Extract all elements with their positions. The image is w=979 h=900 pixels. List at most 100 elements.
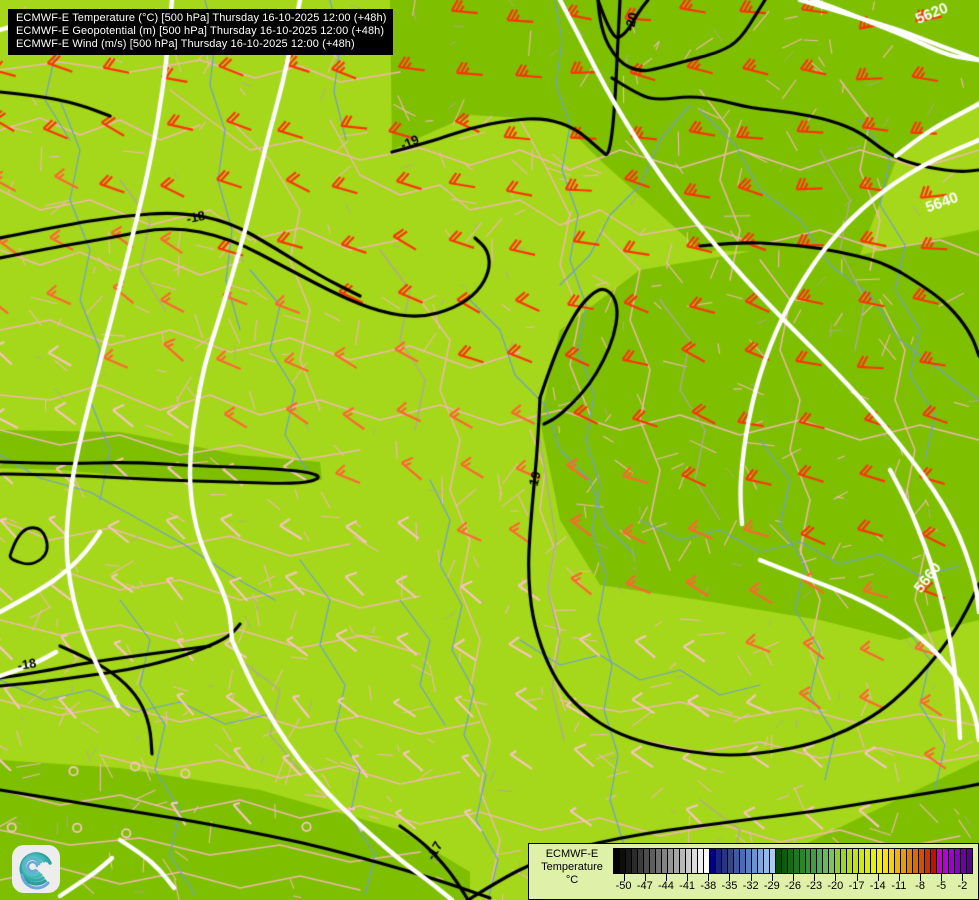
colorbar-swatch <box>781 849 788 873</box>
cyclone-spiral-logo[interactable] <box>10 843 62 895</box>
colorbar-tick-label: -35 <box>721 880 738 892</box>
colorbar-swatch <box>691 849 698 873</box>
colorbar-tick-label: -8 <box>915 880 925 892</box>
colorbar-swatch <box>937 849 944 873</box>
map-title-box: ECMWF-E Temperature (°C) [500 hPa] Thurs… <box>8 9 393 55</box>
colorbar-tick-label: -32 <box>742 880 759 892</box>
colorbar-swatch <box>709 849 716 873</box>
colorbar-swatch <box>721 849 728 873</box>
legend-title: ECMWF-E Temperature °C <box>533 848 611 887</box>
colorbar-tick <box>877 874 879 881</box>
colorbar-tick <box>750 874 752 881</box>
colorbar-swatch <box>889 849 896 873</box>
colorbar-swatch <box>769 849 776 873</box>
colorbar-tick-label: -17 <box>848 880 865 892</box>
colorbar-tick-label: -47 <box>636 880 653 892</box>
colorbar-swatch <box>739 849 746 873</box>
colorbar-swatch <box>679 849 686 873</box>
colorbar-swatch <box>763 849 770 873</box>
colorbar-swatch <box>745 849 752 873</box>
colorbar-swatch <box>655 849 662 873</box>
legend-model: ECMWF-E <box>545 848 599 860</box>
title-wind: ECMWF-E Wind (m/s) [500 hPa] Thursday 16… <box>16 38 355 50</box>
colorbar-swatch <box>895 849 902 873</box>
colorbar-swatch <box>823 849 830 873</box>
colorbar-tick-label: -23 <box>806 880 823 892</box>
colorbar-swatch <box>757 849 764 873</box>
colorbar-swatch <box>697 849 704 873</box>
colorbar-tick-label: -29 <box>763 880 780 892</box>
colorbar-swatch <box>913 849 920 873</box>
colorbar-tick <box>941 874 943 881</box>
colorbar-tick <box>962 874 964 881</box>
colorbar-swatch <box>661 849 668 873</box>
colorbar-tick <box>708 874 710 881</box>
colorbar-tick <box>920 874 922 881</box>
colorbar-tick <box>687 874 689 881</box>
colorbar-swatch <box>859 849 866 873</box>
colorbar-swatch <box>685 849 692 873</box>
colorbar-swatch <box>901 849 908 873</box>
colorbar-tick-label: -41 <box>679 880 696 892</box>
colorbar-swatch <box>625 849 632 873</box>
colorbar-swatch <box>614 849 620 873</box>
colorbar-tick <box>898 874 900 881</box>
colorbar-swatch <box>943 849 950 873</box>
colorbar-swatch <box>643 849 650 873</box>
colorbar-swatch <box>787 849 794 873</box>
colorbar-swatch <box>829 849 836 873</box>
colorbar-tick <box>644 874 646 881</box>
colorbar-tick-labels: -50 -47 -44 -41 -38 -35 -32 -29 -26 -23 -20 -17 -14-… <box>613 880 973 896</box>
colorbar-swatch <box>673 849 680 873</box>
colorbar-swatch <box>871 849 878 873</box>
title-geopotential: ECMWF-E Geopotential (m) [500 hPa] Thurs… <box>16 25 385 37</box>
title-temperature: ECMWF-E Temperature (°C) [500 hPa] Thurs… <box>16 12 387 24</box>
colorbar-tick-label: -5 <box>936 880 947 892</box>
colorbar-swatch <box>853 849 860 873</box>
colorbar-tick <box>729 874 731 881</box>
colorbar-swatch <box>949 849 956 873</box>
colorbar-tick-label: -11 <box>891 880 907 892</box>
colorbar-swatch <box>715 849 722 873</box>
colorbar-tick <box>665 874 667 881</box>
colorbar-swatch <box>619 849 626 873</box>
colorbar-swatch <box>799 849 806 873</box>
colorbar-swatch <box>727 849 734 873</box>
colorbar-tick <box>856 874 858 881</box>
colorbar-swatch <box>649 849 656 873</box>
colorbar-tick <box>835 874 837 881</box>
colorbar-swatch <box>877 849 884 873</box>
colorbar-swatch <box>961 849 968 873</box>
colorbar-tick-label: -20 <box>827 880 844 892</box>
legend-variable: Temperature <box>541 861 603 873</box>
colorbar-swatch <box>631 849 638 873</box>
colorbar-swatch <box>775 849 782 873</box>
colorbar-swatch <box>841 849 848 873</box>
legend-unit: °C <box>565 874 579 886</box>
colorbar-swatch <box>925 849 932 873</box>
colorbar-tick <box>771 874 773 881</box>
colorbar-tick <box>623 874 625 881</box>
colorbar-tick-label: -38 <box>700 880 717 892</box>
colorbar-tick-label: -50 <box>615 880 632 892</box>
colorbar-tick-label: -14 <box>869 880 886 892</box>
colorbar-swatch <box>637 849 644 873</box>
colorbar-tick-label: -26 <box>785 880 801 892</box>
colorbar-tick <box>793 874 794 881</box>
colorbar-swatch <box>811 849 818 873</box>
colorbar-tick <box>814 874 816 881</box>
colorbar-swatch <box>793 849 800 873</box>
colorbar-swatch <box>835 849 842 873</box>
colorbar-swatch <box>931 849 938 873</box>
colorbar-swatches <box>613 848 973 874</box>
colorbar-swatch <box>733 849 740 873</box>
colorbar-swatch <box>817 849 824 873</box>
colorbar-ticks <box>613 874 973 882</box>
colorbar-swatch <box>907 849 914 873</box>
colorbar-swatch <box>955 849 962 873</box>
colorbar-tick-label: -44 <box>657 880 674 892</box>
colorbar-swatch <box>967 849 973 873</box>
colorbar-swatch <box>751 849 758 873</box>
